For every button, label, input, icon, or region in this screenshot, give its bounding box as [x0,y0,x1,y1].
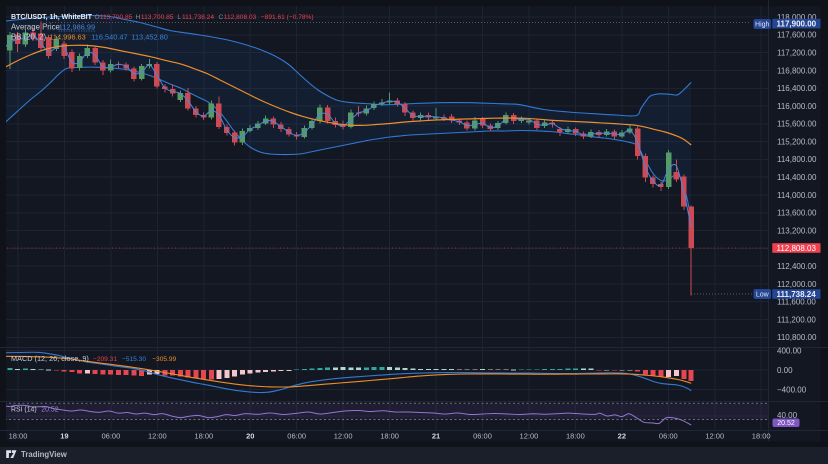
svg-text:40.00: 40.00 [777,411,798,420]
svg-text:111,738.24: 111,738.24 [777,290,817,299]
svg-text:06:00: 06:00 [473,432,492,441]
svg-text:20: 20 [246,432,254,441]
svg-text:112,400.00: 112,400.00 [777,262,817,271]
svg-text:114,000.00: 114,000.00 [777,191,817,200]
svg-text:22: 22 [618,432,626,441]
svg-text:19: 19 [60,432,68,441]
svg-text:112,808.03: 112,808.03 [224,14,257,21]
svg-text:High: High [755,22,770,29]
svg-text:116,540.47: 116,540.47 [91,33,127,42]
svg-text:112,000.00: 112,000.00 [777,280,817,289]
svg-text:115,200.00: 115,200.00 [777,137,817,146]
svg-text:18:00: 18:00 [9,432,28,441]
svg-text:18:00: 18:00 [752,432,771,441]
svg-text:−305.99: −305.99 [152,356,176,363]
svg-text:113,452.80: 113,452.80 [131,33,167,42]
svg-text:115,600.00: 115,600.00 [777,120,817,129]
svg-text:O: O [95,14,100,21]
svg-text:06:00: 06:00 [287,432,306,441]
svg-text:113,700.85: 113,700.85 [100,14,133,21]
svg-text:12:00: 12:00 [520,432,539,441]
svg-text:06:00: 06:00 [102,432,121,441]
svg-text:113,600.00: 113,600.00 [777,209,817,218]
svg-text:RSI (14): RSI (14) [11,406,37,413]
svg-text:111,200.00: 111,200.00 [777,315,816,324]
svg-text:118,000.00: 118,000.00 [777,13,817,22]
svg-text:−891.61 (−0.78%): −891.61 (−0.78%) [261,14,314,21]
svg-text:114,996.63: 114,996.63 [49,33,85,42]
svg-text:113,200.00: 113,200.00 [777,226,817,235]
svg-text:116,800.00: 116,800.00 [777,66,817,75]
svg-text:113,700.85: 113,700.85 [141,14,174,21]
svg-text:TradingView: TradingView [21,450,68,459]
svg-text:111,738.24: 111,738.24 [182,14,214,21]
svg-text:20.52: 20.52 [777,420,795,427]
svg-text:−515.30: −515.30 [122,356,146,363]
svg-text:110,800.00: 110,800.00 [777,333,817,342]
svg-text:117,900.00: 117,900.00 [777,20,817,29]
svg-text:C: C [219,14,224,21]
svg-text:18:00: 18:00 [380,432,399,441]
svg-text:−209.31: −209.31 [93,356,117,363]
svg-text:−400.00: −400.00 [777,386,807,395]
svg-text:18:00: 18:00 [566,432,585,441]
svg-text:Average Price: Average Price [11,22,60,31]
svg-text:21: 21 [432,432,440,441]
svg-text:0.00: 0.00 [777,366,793,375]
svg-text:111,600.00: 111,600.00 [777,298,816,307]
svg-text:112,986.99: 112,986.99 [59,22,95,31]
svg-text:114,400.00: 114,400.00 [777,173,817,182]
svg-text:117,200.00: 117,200.00 [777,48,817,57]
svg-text:20.52: 20.52 [41,406,58,413]
svg-text:400.00: 400.00 [777,346,802,355]
svg-text:18:00: 18:00 [194,432,213,441]
svg-text:12:00: 12:00 [148,432,167,441]
svg-text:06:00: 06:00 [659,432,678,441]
svg-text:12:00: 12:00 [334,432,353,441]
svg-text:MACD (12, 26, close, 9): MACD (12, 26, close, 9) [11,354,89,363]
svg-text:H: H [136,14,141,21]
svg-text:112,808.03: 112,808.03 [777,244,817,253]
svg-text:116,000.00: 116,000.00 [777,102,817,111]
svg-text:BTC/USDT, 1h, WhiteBIT: BTC/USDT, 1h, WhiteBIT [11,13,93,21]
svg-text:117,600.00: 117,600.00 [777,31,817,40]
svg-text:114,800.00: 114,800.00 [777,155,817,164]
svg-text:12:00: 12:00 [705,432,724,441]
svg-text:Low: Low [756,292,770,299]
svg-text:BB (20, 2): BB (20, 2) [11,33,47,42]
svg-text:116,400.00: 116,400.00 [777,84,817,93]
svg-text:L: L [177,14,181,21]
